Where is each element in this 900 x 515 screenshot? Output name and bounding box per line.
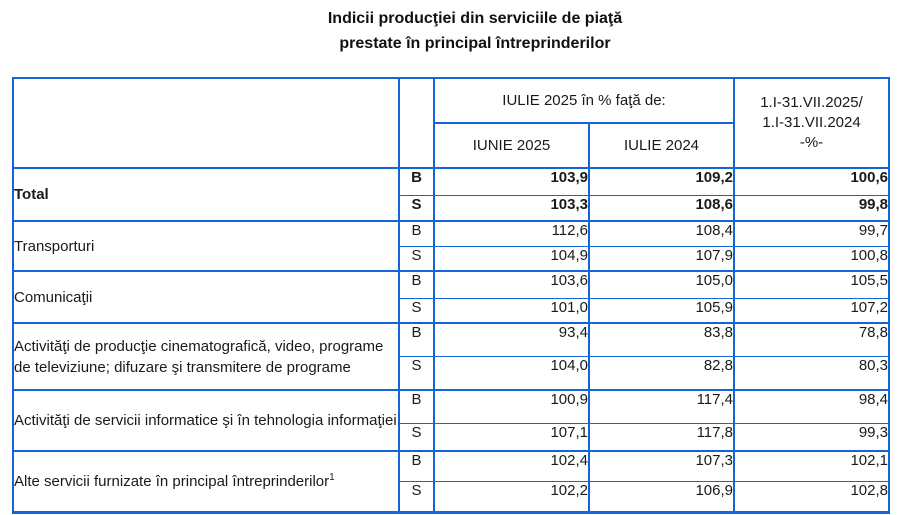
- value-cell: 107,2: [733, 297, 891, 324]
- value-cell: 98,4: [733, 389, 891, 424]
- value-cell: 99,7: [733, 220, 891, 247]
- value-cell: 100,9: [433, 389, 590, 424]
- series-type-cell: S: [398, 480, 435, 513]
- value-cell: 103,9: [433, 167, 590, 196]
- series-type-cell: B: [398, 220, 435, 247]
- value-cell: 104,0: [433, 355, 590, 391]
- row-label-text: Activităţi de producţie cinematografică,…: [14, 337, 384, 376]
- value-cell: 101,0: [433, 297, 590, 324]
- series-type-cell: S: [398, 245, 435, 272]
- value-cell: 78,8: [733, 322, 891, 357]
- row-label-text: Comunicaţii: [14, 288, 93, 306]
- value-cell: 107,1: [433, 422, 590, 452]
- table-row: S 104,0 82,8 80,3: [13, 355, 891, 391]
- series-type-header-cell: [398, 77, 435, 169]
- value-cell: 112,6: [433, 220, 590, 247]
- column-group-header: IULIE 2025 în % faţă de:: [432, 77, 736, 124]
- value-cell: 102,2: [433, 480, 590, 513]
- series-type-cell: B: [398, 322, 435, 357]
- value-cell: 117,8: [587, 422, 736, 452]
- table-row: S 101,0 105,9 107,2: [13, 297, 891, 324]
- series-type-cell: B: [398, 450, 435, 482]
- table-row: Alte servicii furnizate în principal înt…: [12, 450, 891, 513]
- corner-empty-cell: [12, 77, 400, 169]
- value-cell: 102,8: [733, 480, 891, 513]
- ytd-header-line-3: -%-: [799, 134, 824, 151]
- series-type-cell: B: [398, 270, 435, 299]
- row-label-transporturi: Transporturi: [12, 220, 400, 272]
- ytd-column-header: 1.I-31.VII.2025/ 1.I-31.VII.2024 -%-: [733, 77, 891, 169]
- row-label-cinematografie: Activităţi de producţie cinematografică,…: [12, 322, 400, 391]
- table-row: S 103,3 108,6 99,8: [13, 194, 891, 222]
- value-cell: 93,4: [433, 322, 590, 357]
- series-type-cell: S: [398, 355, 435, 391]
- row-label-comunicatii: Comunicaţii: [12, 270, 400, 324]
- series-type-cell: S: [398, 297, 435, 324]
- value-cell: 80,3: [733, 355, 891, 391]
- row-label-alte-servicii: Alte servicii furnizate în principal înt…: [12, 450, 400, 513]
- table-row: Transporturi B 112,6 108,4 99,7: [12, 220, 891, 272]
- row-label-text: Alte servicii furnizate în principal înt…: [14, 472, 330, 490]
- value-cell: 105,5: [733, 270, 891, 299]
- series-type-cell: S: [398, 194, 435, 222]
- table-row: S 104,9 107,9 100,8: [13, 245, 891, 272]
- value-cell: 102,1: [733, 450, 891, 482]
- row-label-text: Activităţi de servicii informatice şi în…: [14, 412, 397, 429]
- value-cell: 106,9: [587, 480, 736, 513]
- value-cell: 108,4: [587, 220, 736, 247]
- page-title: Indicii producţiei din serviciile de pia…: [0, 6, 900, 56]
- value-cell: 103,6: [433, 270, 590, 299]
- title-line-1: Indicii producţiei din serviciile de pia…: [327, 10, 623, 27]
- value-cell: 107,3: [587, 450, 736, 482]
- value-cell: 100,6: [733, 167, 891, 196]
- column-header-june-2025: IUNIE 2025: [433, 122, 590, 169]
- value-cell: 102,4: [433, 450, 590, 482]
- table-row: Activităţi de producţie cinematografică,…: [12, 322, 891, 391]
- table-row: Total B 103,9 109,2 100,6: [12, 167, 891, 222]
- row-label-text: Total: [14, 186, 49, 203]
- ytd-header-line-1: 1.I-31.VII.2025/: [760, 94, 863, 111]
- value-cell: 105,9: [587, 297, 736, 324]
- row-label-text: Transporturi: [14, 237, 95, 255]
- value-cell: 108,6: [587, 194, 736, 222]
- value-cell: 83,8: [587, 322, 736, 357]
- table-row: S 107,1 117,8 99,3: [13, 422, 891, 452]
- value-cell: 99,3: [733, 422, 891, 452]
- title-line-2: prestate în principal întreprinderilor: [339, 35, 611, 52]
- value-cell: 104,9: [433, 245, 590, 272]
- value-cell: 117,4: [587, 389, 736, 424]
- value-cell: 109,2: [587, 167, 736, 196]
- row-label-total: Total: [12, 167, 400, 222]
- table-row: Comunicaţii B 103,6 105,0 105,5: [12, 270, 891, 324]
- value-cell: 82,8: [587, 355, 736, 391]
- series-type-cell: S: [398, 422, 435, 452]
- value-cell: 99,8: [733, 194, 891, 222]
- series-type-cell: B: [398, 389, 435, 424]
- value-cell: 103,3: [433, 194, 590, 222]
- series-type-cell: B: [398, 167, 435, 196]
- table-row: S 102,2 106,9 102,8: [13, 480, 891, 513]
- table-row: Activităţi de servicii informatice şi în…: [12, 389, 891, 452]
- ytd-header-line-2: 1.I-31.VII.2024: [762, 114, 861, 131]
- row-label-servicii-informatice: Activităţi de servicii informatice şi în…: [12, 389, 400, 452]
- value-cell: 100,8: [733, 245, 891, 272]
- value-cell: 105,0: [587, 270, 736, 299]
- value-cell: 107,9: [587, 245, 736, 272]
- indices-table: IULIE 2025 în % faţă de: 1.I-31.VII.2025…: [12, 77, 891, 514]
- column-header-july-2024: IULIE 2024: [587, 122, 736, 169]
- footnote-marker: 1: [329, 471, 335, 483]
